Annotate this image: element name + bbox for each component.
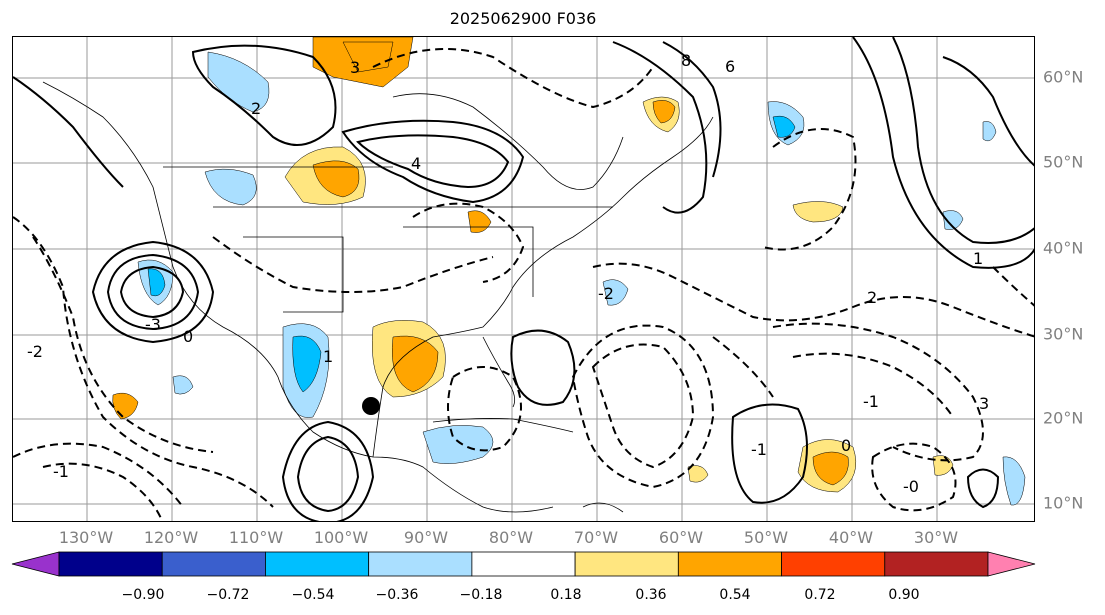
colorbar-tick-label: −0.18 — [459, 587, 503, 603]
map-panel: -1 -2 -3 0 1 2 3 4 6 8 -0 -1 2 3 -2 1 -1… — [12, 36, 1035, 522]
longitude-label: 70°W — [573, 528, 619, 547]
colorbar-segment — [574, 551, 679, 577]
contour-label: -3 — [145, 315, 161, 334]
contour-label: -0 — [903, 477, 919, 496]
contour-label: 1 — [323, 347, 333, 366]
contour-value-labels: -1 -2 -3 0 1 2 3 4 6 8 -0 -1 2 3 -2 1 -1… — [27, 51, 989, 496]
contour-label: -1 — [751, 440, 767, 459]
map-title: 2025062900 F036 — [449, 9, 597, 28]
longitude-label: 80°W — [488, 528, 534, 547]
latitude-label: 60°N — [1043, 67, 1084, 87]
colorbar-segment — [471, 551, 576, 577]
contour-label: 0 — [841, 436, 851, 455]
contour-label: 1 — [973, 249, 983, 268]
longitude-label: 90°W — [403, 528, 449, 547]
colorbar — [11, 551, 1036, 577]
colorbar-tick-label: 0.90 — [888, 587, 920, 603]
contour-label: 2 — [251, 99, 261, 118]
contour-label: 8 — [681, 51, 691, 70]
contour-label: 6 — [725, 57, 735, 76]
latitude-label: 10°N — [1043, 493, 1084, 513]
longitude-label: 60°W — [658, 528, 704, 547]
contour-label: -2 — [27, 342, 43, 361]
contour-label: 3 — [350, 58, 360, 77]
colorbar-tick-label: 0.36 — [635, 587, 667, 603]
colorbar-tick-label: −0.90 — [121, 587, 165, 603]
longitude-label: 30°W — [913, 528, 959, 547]
colorbar-tick-label: −0.72 — [206, 587, 250, 603]
latitude-label: 20°N — [1043, 408, 1084, 428]
contour-label: 0 — [183, 327, 193, 346]
colorbar-tick-label: 0.72 — [804, 587, 836, 603]
contour-label: 3 — [979, 394, 989, 413]
weather-map: -1 -2 -3 0 1 2 3 4 6 8 -0 -1 2 3 -2 1 -1… — [13, 37, 1034, 521]
storm-position-dot — [362, 397, 380, 415]
dashed-contours — [13, 48, 1034, 521]
longitude-label: 130°W — [58, 528, 114, 547]
longitude-label: 50°W — [743, 528, 789, 547]
colorbar-tick-label: 0.18 — [550, 587, 582, 603]
longitude-label: 100°W — [313, 528, 369, 547]
lat-lon-grid — [13, 37, 1034, 521]
colorbar-segment — [884, 551, 989, 577]
colorbar-segment — [781, 551, 886, 577]
colorbar-segment — [368, 551, 473, 577]
longitude-label: 40°W — [828, 528, 874, 547]
coastlines — [42, 81, 714, 513]
colorbar-segment — [265, 551, 370, 577]
contour-label: -1 — [863, 392, 879, 411]
contour-label: -2 — [598, 284, 614, 303]
longitude-label: 120°W — [143, 528, 199, 547]
colorbar-segment — [677, 551, 782, 577]
longitude-label: 110°W — [228, 528, 284, 547]
latitude-label: 30°N — [1043, 324, 1084, 344]
colorbar-segment — [11, 551, 60, 577]
latitude-label: 50°N — [1043, 152, 1084, 172]
contour-label: -1 — [53, 462, 69, 481]
contour-label: 2 — [867, 288, 877, 307]
colorbar-segment — [161, 551, 266, 577]
colorbar-segment — [987, 551, 1036, 577]
colorbar-tick-label: −0.36 — [375, 587, 419, 603]
contour-label: 4 — [411, 154, 421, 173]
contour-lines — [13, 37, 1034, 521]
latitude-label: 40°N — [1043, 238, 1084, 258]
colorbar-segment — [58, 551, 163, 577]
colorbar-tick-label: −0.54 — [291, 587, 335, 603]
shaded-anomalies — [112, 37, 1026, 506]
colorbar-tick-label: 0.54 — [719, 587, 751, 603]
